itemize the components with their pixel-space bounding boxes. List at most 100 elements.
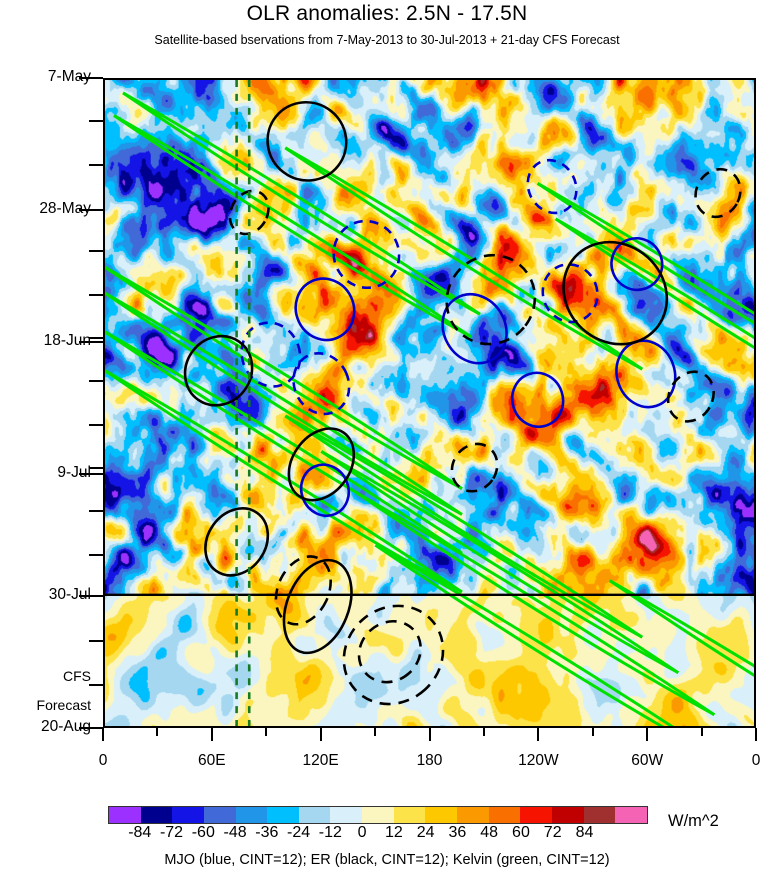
mjo-contour-3 (610, 237, 664, 292)
x-axis-tick-major (102, 728, 104, 741)
y-axis-tick-minor (89, 293, 103, 296)
y-axis-label: 20-Aug (41, 718, 91, 735)
kelvin-contour (105, 369, 463, 594)
er-contour-13 (450, 442, 499, 493)
y-axis-label: 7-May (47, 68, 91, 85)
kelvin-contour (105, 291, 463, 516)
er-contour-11 (666, 370, 715, 423)
er-contour-14 (228, 189, 270, 236)
x-axis-tick-minor (265, 728, 268, 736)
er-contour-10 (357, 619, 422, 684)
colorbar-band-9 (393, 807, 426, 823)
y-axis-tick-minor (89, 423, 103, 426)
kelvin-contour (608, 579, 754, 678)
er-contour-4 (287, 427, 356, 502)
y-axis-label: 9-Jul (57, 464, 91, 482)
colorbar-band-11 (457, 807, 489, 823)
y-axis-tick-major (79, 341, 103, 344)
colorbar-tick-label: -24 (287, 824, 311, 841)
colorbar-band-4 (235, 807, 268, 823)
forecast-annotation-line2: Forecast (36, 697, 91, 713)
y-axis-tick-minor (89, 163, 103, 166)
wave-legend: MJO (blue, CINT=12); ER (black, CINT=12)… (164, 852, 610, 868)
er-contour-5 (183, 334, 254, 407)
colorbar-band-13 (520, 807, 552, 823)
kelvin-contour (284, 414, 644, 639)
colorbar-tick-label: -36 (255, 824, 279, 841)
forecast-annotation-line1: CFS (63, 668, 91, 684)
mjo-contour-0 (332, 219, 401, 290)
colorbar-band-15 (583, 807, 616, 823)
x-axis-label: 0 (751, 752, 761, 769)
colorbar-band-7 (330, 807, 363, 823)
x-axis-tick-major (537, 728, 540, 741)
y-axis-label: 30-Jul (48, 585, 91, 603)
colorbar-tick-label: -48 (223, 824, 247, 841)
colorbar-band-8 (362, 807, 394, 823)
kelvin-contour (113, 114, 472, 339)
kelvin-contour (320, 450, 680, 674)
kelvin-contour (105, 330, 463, 555)
colorbar-tick-label: -72 (159, 824, 184, 841)
colorbar-tick-label: 72 (543, 824, 562, 841)
colorbar-band-12 (488, 807, 521, 823)
colorbar-tick-label: -84 (128, 824, 152, 841)
kelvin-wave-10 (320, 450, 680, 675)
kelvin-contour (536, 182, 754, 325)
y-axis-tick-minor (89, 640, 103, 643)
colorbar (108, 806, 648, 824)
kelvin-wave-13 (608, 579, 754, 678)
er-contour-8 (274, 555, 332, 626)
x-axis-label: 60E (198, 752, 226, 769)
kelvin-contour (356, 492, 716, 716)
x-axis-tick-minor (591, 728, 594, 736)
x-axis-label: 120W (518, 752, 559, 769)
er-contour-9 (342, 604, 445, 706)
er-contour-3 (445, 253, 537, 346)
kelvin-contour (105, 330, 463, 555)
y-axis-tick-minor (89, 250, 103, 253)
x-axis-label: 60W (631, 752, 664, 769)
kelvin-contour (374, 543, 665, 726)
x-axis-tick-minor (374, 728, 377, 736)
colorbar-band-1 (140, 807, 173, 823)
kelvin-contour (105, 266, 463, 490)
x-axis-tick-minor (482, 728, 485, 736)
x-axis-tick-minor (700, 728, 703, 736)
kelvin-contour (554, 217, 754, 350)
mjo-contour-6 (240, 321, 302, 388)
page-subtitle: Satellite-based bservations from 7-May-2… (154, 33, 620, 47)
kelvin-wave-6 (105, 291, 463, 516)
y-axis-label: 18-Jun (43, 332, 91, 350)
y-axis-tick-minor (89, 120, 103, 123)
kelvin-contour (554, 217, 754, 340)
kelvin-contour (536, 182, 754, 316)
kelvin-contour (105, 291, 463, 516)
y-axis-tick-major (79, 727, 103, 729)
colorbar-band-5 (267, 807, 299, 823)
x-axis-label: 0 (98, 752, 108, 769)
mjo-contour-4 (541, 263, 599, 324)
y-axis-tick-major (79, 594, 103, 597)
kelvin-wave-7 (105, 330, 463, 555)
y-axis-tick-major (79, 473, 103, 476)
y-axis-tick-minor (89, 510, 103, 513)
kelvin-wave-9 (284, 414, 644, 639)
kelvin-contour (320, 450, 680, 675)
y-axis-tick-minor (89, 683, 103, 686)
colorbar-tick-label: 0 (357, 824, 367, 841)
mjo-contour-10 (526, 158, 578, 215)
page-title: OLR anomalies: 2.5N - 17.5N (246, 2, 528, 25)
y-axis-tick-minor (89, 380, 103, 383)
y-axis-tick-minor (89, 337, 103, 339)
x-axis-tick-major (646, 728, 649, 741)
er-contour-12 (694, 167, 742, 219)
colorbar-tick-label: -12 (318, 824, 342, 841)
x-axis-tick-major (210, 728, 213, 741)
colorbar-tick-label: 24 (416, 824, 435, 841)
wave-contour-overlay (105, 80, 754, 726)
mjo-contour-8 (510, 371, 565, 429)
mjo-contour-1 (294, 277, 356, 342)
kelvin-contour (105, 369, 463, 594)
er-contour-6 (204, 507, 270, 577)
